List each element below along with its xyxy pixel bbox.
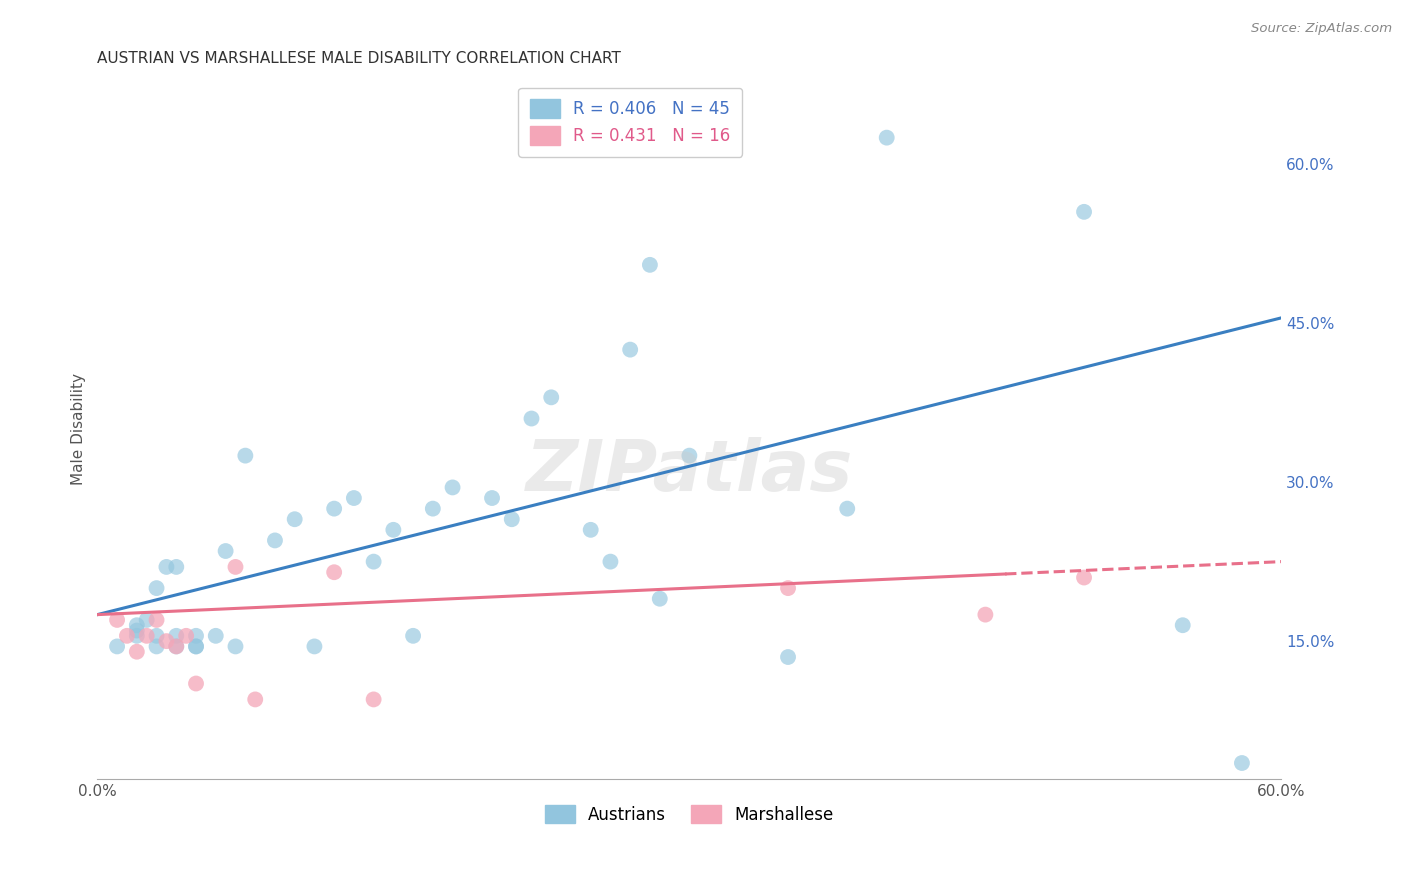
Austrians (145, 640, 167, 654)
Text: Source: ZipAtlas.com: Source: ZipAtlas.com (1251, 22, 1392, 36)
Austrians (135, 613, 157, 627)
Austrians (501, 512, 523, 526)
Austrians (125, 629, 148, 643)
Austrians (619, 343, 641, 357)
Marshallese (155, 634, 177, 648)
Austrians (145, 629, 167, 643)
Austrians (125, 624, 148, 638)
Austrians (105, 640, 128, 654)
Marshallese (974, 607, 997, 622)
Austrians (441, 480, 464, 494)
Austrians (776, 650, 799, 665)
Marshallese (1073, 570, 1095, 584)
Austrians (165, 560, 187, 574)
Austrians (343, 491, 366, 505)
Marshallese (363, 692, 385, 706)
Austrians (648, 591, 671, 606)
Marshallese (165, 640, 187, 654)
Austrians (363, 555, 385, 569)
Austrians (284, 512, 307, 526)
Austrians (402, 629, 425, 643)
Austrians (1171, 618, 1194, 632)
Austrians (837, 501, 859, 516)
Austrians (678, 449, 700, 463)
Marshallese (224, 560, 246, 574)
Austrians (638, 258, 661, 272)
Legend: Austrians, Marshallese: Austrians, Marshallese (534, 795, 844, 833)
Marshallese (184, 676, 207, 690)
Marshallese (323, 566, 346, 580)
Austrians (1073, 204, 1095, 219)
Marshallese (145, 613, 167, 627)
Marshallese (245, 692, 267, 706)
Austrians (422, 501, 444, 516)
Austrians (155, 560, 177, 574)
Austrians (382, 523, 405, 537)
Marshallese (135, 629, 157, 643)
Austrians (165, 629, 187, 643)
Austrians (204, 629, 226, 643)
Marshallese (105, 613, 128, 627)
Y-axis label: Male Disability: Male Disability (72, 373, 86, 485)
Austrians (1230, 756, 1253, 770)
Austrians (876, 130, 898, 145)
Austrians (540, 390, 562, 404)
Austrians (304, 640, 326, 654)
Austrians (235, 449, 257, 463)
Austrians (481, 491, 503, 505)
Text: AUSTRIAN VS MARSHALLESE MALE DISABILITY CORRELATION CHART: AUSTRIAN VS MARSHALLESE MALE DISABILITY … (97, 51, 621, 66)
Austrians (125, 618, 148, 632)
Marshallese (125, 645, 148, 659)
Austrians (184, 629, 207, 643)
Austrians (264, 533, 287, 548)
Austrians (224, 640, 246, 654)
Austrians (214, 544, 236, 558)
Austrians (165, 640, 187, 654)
Marshallese (776, 581, 799, 595)
Austrians (599, 555, 621, 569)
Text: ZIPatlas: ZIPatlas (526, 436, 853, 506)
Austrians (323, 501, 346, 516)
Austrians (184, 640, 207, 654)
Marshallese (174, 629, 197, 643)
Austrians (145, 581, 167, 595)
Austrians (520, 411, 543, 425)
Austrians (184, 640, 207, 654)
Austrians (579, 523, 602, 537)
Marshallese (115, 629, 138, 643)
